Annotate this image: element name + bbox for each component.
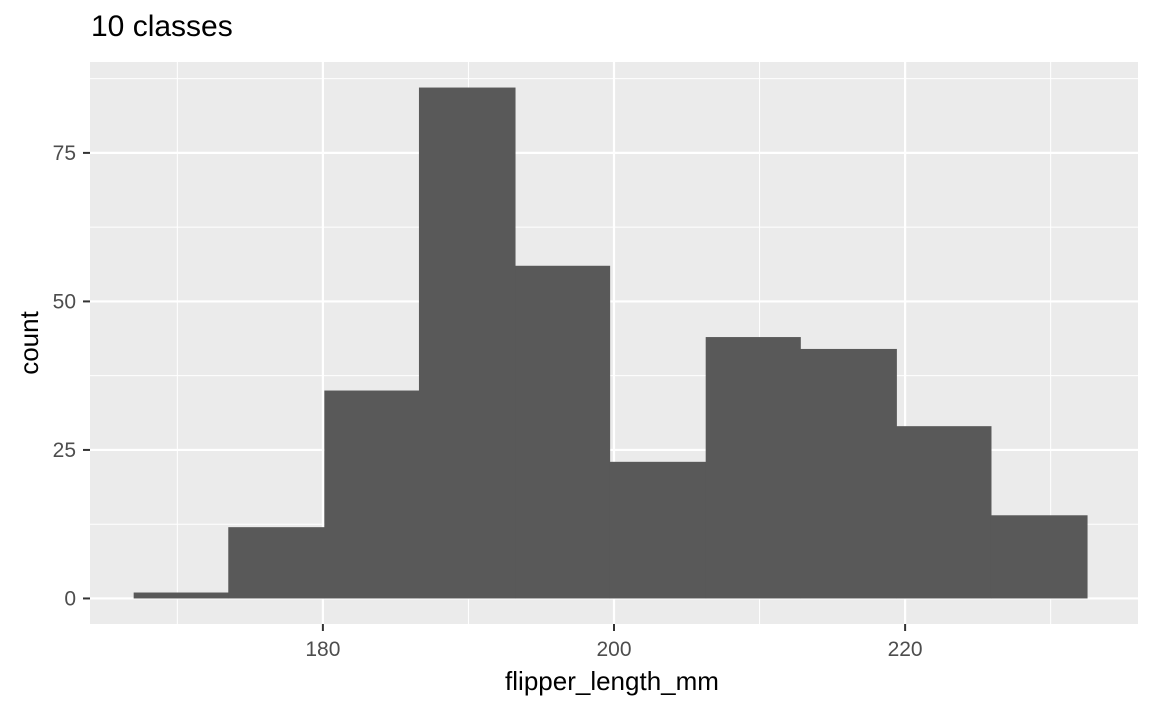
chart-title: 10 classes bbox=[91, 10, 233, 43]
y-axis-label: count bbox=[14, 310, 44, 374]
x-axis-label: flipper_length_mm bbox=[505, 666, 719, 696]
histogram-bar bbox=[133, 592, 229, 599]
y-tick-label: 75 bbox=[53, 142, 76, 165]
y-tick-label: 25 bbox=[53, 439, 76, 462]
histogram-bar bbox=[990, 515, 1088, 599]
y-axis: 0 25 50 75 bbox=[53, 142, 90, 610]
y-tick-label: 0 bbox=[64, 587, 76, 610]
x-tick-label: 200 bbox=[596, 638, 631, 661]
histogram-bar bbox=[800, 348, 897, 599]
histogram-bar bbox=[896, 426, 992, 599]
histogram-bar bbox=[515, 265, 611, 599]
histogram-bars bbox=[133, 87, 1088, 599]
x-axis: 180 200 220 bbox=[305, 624, 923, 661]
x-tick-label: 180 bbox=[305, 638, 340, 661]
histogram-bar bbox=[324, 390, 420, 599]
y-tick-label: 50 bbox=[53, 290, 76, 313]
histogram-bar bbox=[418, 87, 516, 599]
x-tick-label: 220 bbox=[888, 638, 923, 661]
histogram-bar bbox=[228, 527, 325, 599]
histogram-bar bbox=[705, 337, 801, 599]
histogram-bar bbox=[609, 461, 707, 599]
